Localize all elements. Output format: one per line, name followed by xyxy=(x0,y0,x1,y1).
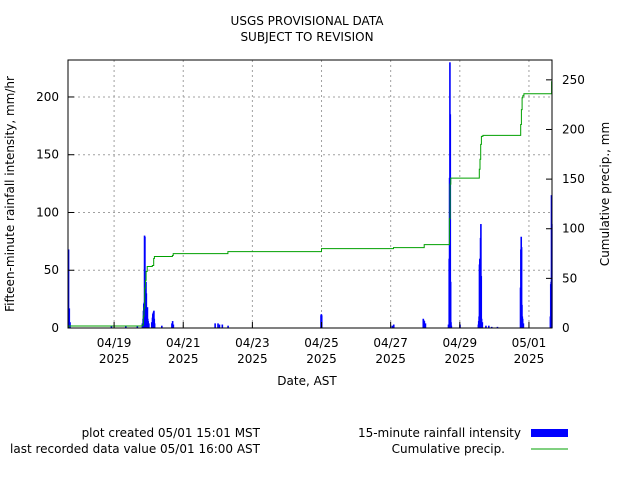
x-tick-year: 2025 xyxy=(375,352,406,366)
intensity-bar xyxy=(227,325,229,328)
chart-title: USGS PROVISIONAL DATA xyxy=(231,14,385,28)
x-tick-year: 2025 xyxy=(445,352,476,366)
right-tick-label: 200 xyxy=(562,122,585,136)
intensity-bar xyxy=(450,325,453,328)
intensity-bar xyxy=(522,323,525,328)
intensity-bar xyxy=(146,307,149,328)
intensity-bar xyxy=(320,315,323,328)
left-tick-label: 100 xyxy=(36,205,59,219)
left-axis-label: Fifteen-minute rainfall intensity, mm/hr xyxy=(3,76,17,312)
intensity-bar xyxy=(391,325,394,328)
intensity-bar xyxy=(481,322,484,328)
left-tick-label: 50 xyxy=(44,263,59,277)
intensity-bar xyxy=(449,114,452,328)
right-tick-label: 50 xyxy=(562,271,577,285)
right-tick-label: 0 xyxy=(562,321,570,335)
x-axis-label: Date, AST xyxy=(277,374,337,388)
left-axis-ticks: 0 50 100 150 200 xyxy=(36,90,74,335)
intensity-bar xyxy=(148,323,150,328)
intensity-bar xyxy=(214,323,216,328)
legend-swatch-intensity xyxy=(531,429,568,437)
intensity-bar xyxy=(145,293,148,328)
plot-frame xyxy=(67,59,553,329)
x-tick-date: 05/01 xyxy=(512,336,547,350)
intensity-bar xyxy=(218,324,221,328)
left-tick-label: 0 xyxy=(51,321,59,335)
x-axis-ticks: 04/19 2025 04/21 2025 04/23 2025 04/25 2025 04/2… xyxy=(97,322,546,366)
x-tick-date: 04/19 xyxy=(97,336,132,350)
axes xyxy=(67,59,553,329)
intensity-bar xyxy=(68,308,71,328)
right-tick-label: 100 xyxy=(562,222,585,236)
x-tick-date: 04/21 xyxy=(166,336,201,350)
intensity-bar xyxy=(125,325,127,328)
x-tick-year: 2025 xyxy=(237,352,268,366)
intensity-bar xyxy=(488,325,490,328)
left-tick-label: 150 xyxy=(36,148,59,162)
intensity-bar xyxy=(69,322,71,328)
intensity-bar xyxy=(153,323,156,328)
chart-subtitle: SUBJECT TO REVISION xyxy=(240,30,373,44)
intensity-bar xyxy=(423,321,426,328)
cumulative-line xyxy=(67,81,553,329)
intensity-bar xyxy=(136,325,139,328)
intensity-bar xyxy=(217,323,219,328)
x-tick-date: 04/23 xyxy=(235,336,270,350)
x-tick-year: 2025 xyxy=(99,352,130,366)
legend-label-intensity: 15-minute rainfall intensity xyxy=(358,426,521,440)
legend-label-cumulative: Cumulative precip. xyxy=(392,442,505,456)
x-tick-date: 04/25 xyxy=(304,336,339,350)
x-tick-year: 2025 xyxy=(306,352,337,366)
intensity-bar xyxy=(172,324,175,328)
intensity-bar xyxy=(496,326,499,328)
intensity-bar xyxy=(424,323,427,328)
intensity-bar xyxy=(110,325,113,328)
x-tick-year: 2025 xyxy=(168,352,199,366)
left-tick-label: 200 xyxy=(36,90,59,104)
intensity-bar xyxy=(392,324,395,328)
footer-created: plot created 05/01 15:01 MST xyxy=(82,426,261,440)
intensity-bar xyxy=(480,276,483,328)
intensity-bar xyxy=(221,324,224,328)
right-tick-label: 150 xyxy=(562,172,585,186)
grid-lines xyxy=(68,60,552,328)
x-tick-year: 2025 xyxy=(514,352,545,366)
right-axis-label: Cumulative precip., mm xyxy=(598,122,612,266)
x-tick-date: 04/29 xyxy=(443,336,478,350)
intensity-bar xyxy=(485,325,487,328)
right-tick-label: 250 xyxy=(562,73,585,87)
intensity-bar xyxy=(450,322,452,328)
cumulative-path xyxy=(67,81,553,329)
intensity-bar xyxy=(67,249,70,328)
intensity-bar xyxy=(161,325,163,328)
intensity-bars xyxy=(67,62,553,329)
x-tick-date: 04/27 xyxy=(373,336,408,350)
intensity-bar xyxy=(449,281,452,328)
intensity-bar xyxy=(490,326,493,328)
intensity-bar xyxy=(520,247,523,328)
right-axis-ticks: 0 50 100 150 200 250 xyxy=(546,73,585,335)
footer-last-value: last recorded data value 05/01 16:00 AST xyxy=(10,442,261,456)
